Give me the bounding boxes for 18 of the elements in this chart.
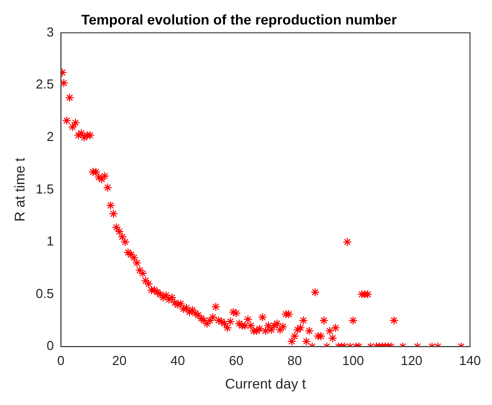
- y-tick-label: 2.5: [36, 76, 54, 92]
- x-axis-title: Current day t: [224, 375, 306, 392]
- x-tick-label: 0: [57, 352, 64, 368]
- y-axis-title: R at time t: [11, 158, 28, 222]
- chart-title: Temporal evolution of the reproduction number: [81, 11, 398, 28]
- x-tick-label: 120: [400, 352, 422, 368]
- x-tick-label: 140: [459, 352, 481, 368]
- y-tick-label: 2: [46, 128, 54, 144]
- y-tick-label: 1.5: [36, 181, 54, 196]
- x-tick-label: 60: [228, 352, 244, 368]
- x-tick-label: 80: [287, 352, 302, 368]
- x-tick-label: 20: [112, 352, 127, 368]
- y-tick-label: 3: [46, 24, 54, 40]
- x-tick-label: 40: [170, 352, 185, 368]
- y-tick-label: 0: [46, 338, 54, 354]
- y-tick-label: 0.5: [36, 286, 54, 301]
- y-tick-label: 1: [46, 234, 54, 249]
- x-tick-label: 100: [342, 352, 364, 368]
